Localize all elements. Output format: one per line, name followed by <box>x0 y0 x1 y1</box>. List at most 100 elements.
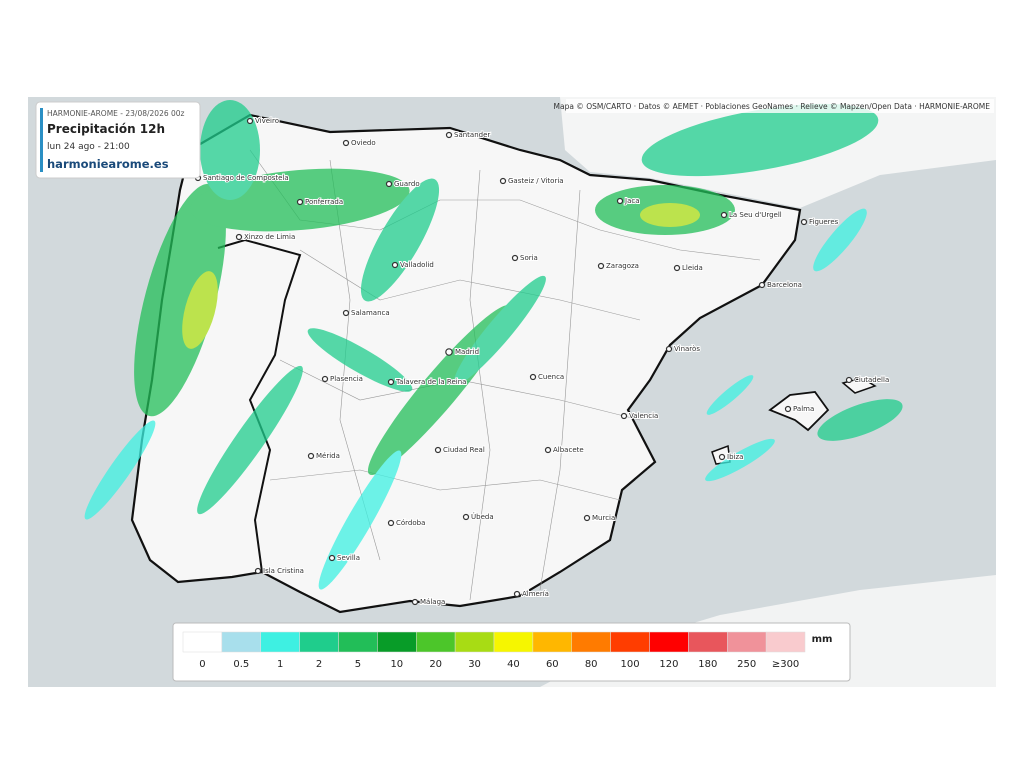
city: Madrid <box>445 347 480 357</box>
legend-swatch <box>688 631 728 653</box>
legend-swatch <box>610 631 650 653</box>
legend-label: 5 <box>355 659 361 670</box>
city-label: Lleida <box>682 264 703 272</box>
city: Úbeda <box>462 511 495 522</box>
city: Valladolid <box>391 260 435 270</box>
city-label: Valladolid <box>400 261 434 269</box>
city-label: Zaragoza <box>606 262 639 270</box>
legend-label: 0.5 <box>233 659 249 670</box>
model-run: HARMONIE-AROME - 23/08/2026 00z <box>47 109 185 118</box>
city-label: Barcelona <box>767 281 802 289</box>
city-label: Guardo <box>394 180 420 188</box>
legend-label: 1 <box>277 659 283 670</box>
legend-swatch <box>649 631 689 653</box>
city: Soria <box>511 253 539 263</box>
city-label: Murcia <box>592 514 615 522</box>
legend-swatch <box>571 631 611 653</box>
city-label: Málaga <box>420 598 445 606</box>
city: Jaca <box>616 196 641 206</box>
city: Isla Cristina <box>254 566 305 576</box>
legend-swatch <box>260 631 300 653</box>
city-label: Almería <box>522 590 549 598</box>
city-label: Ciutadella <box>854 376 889 384</box>
city-label: Sevilla <box>337 554 360 562</box>
legend-swatch <box>416 631 456 653</box>
city-label: Úbeda <box>471 512 494 521</box>
city: Viveiro <box>246 116 280 126</box>
city-label: Santander <box>454 131 490 139</box>
city-label: Salamanca <box>351 309 390 317</box>
city-label: Mérida <box>316 452 340 460</box>
city-label: Xinzo de Limia <box>244 233 295 241</box>
legend-swatch <box>182 631 223 653</box>
city-label: Talavera de la Reina <box>395 378 466 386</box>
legend-label: 100 <box>621 659 640 670</box>
city: Vinaròs <box>665 344 701 354</box>
city: La Seu d'Urgell <box>720 210 783 220</box>
city: Salamanca <box>342 308 391 318</box>
info-box: HARMONIE-AROME - 23/08/2026 00z Precipit… <box>35 101 201 179</box>
legend-swatch <box>493 631 534 653</box>
city: Córdoba <box>387 518 426 528</box>
city: Albacete <box>544 445 585 455</box>
legend-swatch <box>221 631 261 653</box>
city: Almería <box>513 589 550 599</box>
city: Guardo <box>385 179 421 189</box>
city: Xinzo de Limia <box>235 232 296 242</box>
city-label: Cuenca <box>538 373 564 381</box>
city: Ciudad Real <box>434 445 486 455</box>
city-label: Isla Cristina <box>263 567 304 575</box>
city: Ponferrada <box>296 197 344 207</box>
city-labels: Viveiro Oviedo Santander Santiago de Com… <box>194 116 890 607</box>
legend-label: 80 <box>585 659 598 670</box>
city-label: Madrid <box>455 348 479 356</box>
legend-label: 180 <box>698 659 717 670</box>
city: Plasencia <box>321 374 364 384</box>
legend-label: 2 <box>316 659 322 670</box>
city-label: Soria <box>520 254 538 262</box>
city: Lleida <box>673 263 704 273</box>
city: Mérida <box>307 451 341 461</box>
city: Murcia <box>583 513 616 523</box>
attribution: Mapa © OSM/CARTO · Datos © AEMET · Pobla… <box>554 102 991 111</box>
city: Sevilla <box>328 553 361 563</box>
city-label: Albacete <box>553 446 584 454</box>
city-label: Ciudad Real <box>443 446 485 454</box>
city-label: Gasteiz / Vitoria <box>508 177 564 185</box>
legend-label: 20 <box>429 659 442 670</box>
city: Barcelona <box>758 280 803 290</box>
legend-swatch <box>765 631 806 653</box>
city-label: Valencia <box>629 412 658 420</box>
city-label: Palma <box>793 405 814 413</box>
legend-swatch <box>454 631 495 653</box>
legend-unit: mm <box>812 634 833 645</box>
city: Málaga <box>411 597 446 607</box>
legend-label: 40 <box>507 659 520 670</box>
city-label: Oviedo <box>351 139 376 147</box>
city-label: Figueres <box>809 218 839 226</box>
city: Zaragoza <box>597 261 640 271</box>
city-label: Jaca <box>624 197 640 205</box>
legend-swatch <box>338 631 378 653</box>
city: Santiago de Compostela <box>194 173 290 183</box>
city-label: Santiago de Compostela <box>203 174 289 182</box>
legend-label: 10 <box>390 659 403 670</box>
legend-label: 60 <box>546 659 559 670</box>
legend-label: ≥300 <box>772 659 799 670</box>
city-label: Córdoba <box>396 519 425 527</box>
city-label: Viveiro <box>255 117 279 125</box>
city: Talavera de la Reina <box>387 377 467 387</box>
city: Santander <box>445 130 491 140</box>
city: Gasteiz / Vitoria <box>499 176 565 186</box>
legend-label: 0 <box>199 659 205 670</box>
city-label: Ponferrada <box>305 198 343 206</box>
site-link[interactable]: harmoniearome.es <box>47 157 169 171</box>
legend-label: 250 <box>737 659 756 670</box>
city: Figueres <box>800 217 840 227</box>
map-title: Precipitación 12h <box>47 122 165 136</box>
legend-swatch <box>377 631 417 653</box>
legend-label: 120 <box>659 659 678 670</box>
legend-swatch <box>532 631 572 653</box>
